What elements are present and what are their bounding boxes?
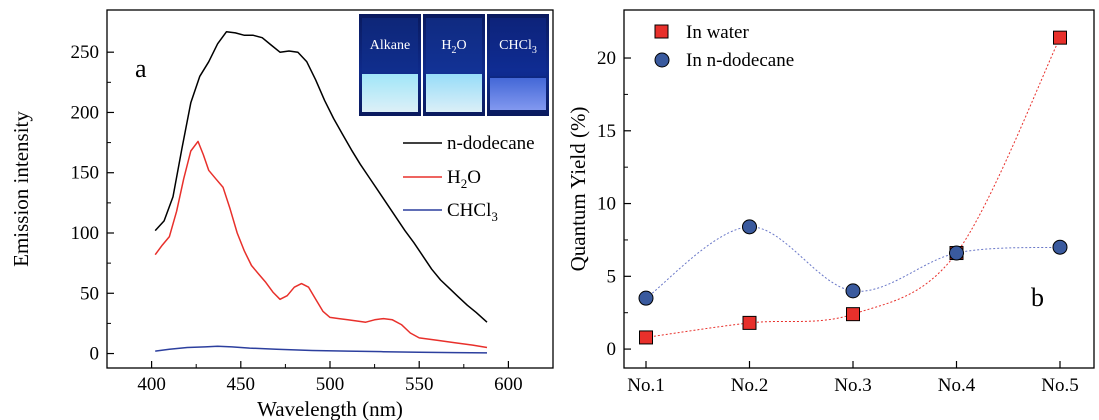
point-in-water xyxy=(639,330,653,345)
x-tick-label: No.3 xyxy=(834,375,871,396)
vial-photo-inset: Alkane H2O CHCl3 xyxy=(359,14,549,116)
point-in-water xyxy=(742,315,757,330)
panel-a-emission-chart: 400 450 500 550 600 0 50 100 150 200 250 a Wavelen… xyxy=(9,9,554,420)
panel-b-legend: In water In n-dodecane xyxy=(654,22,794,71)
y-tick-label: 100 xyxy=(71,223,100,244)
x-tick-label: 500 xyxy=(316,374,345,395)
vial-label-h2o: H2O xyxy=(441,38,466,56)
vial-h2o: H2O xyxy=(423,14,485,116)
panel-a-x-axis-title: Wavelength (nm) xyxy=(257,397,403,420)
series-line-n-dodecane xyxy=(154,30,488,323)
panel-a-series xyxy=(154,30,488,354)
x-tick-label: 550 xyxy=(405,374,434,395)
panel-a-letter: a xyxy=(135,54,147,83)
point-in-water xyxy=(1053,30,1067,45)
y-tick-label: 0 xyxy=(90,344,100,365)
vial-alkane: Alkane xyxy=(359,14,421,116)
trend-curve-in-n-dodecane xyxy=(645,226,1061,299)
point-in-water xyxy=(846,307,860,322)
panel-b-letter: b xyxy=(1031,283,1044,312)
panel-b-y-axis-title: Quantum Yield (%) xyxy=(566,107,590,272)
y-tick-label: 20 xyxy=(597,48,616,69)
x-tick-label: 600 xyxy=(494,374,523,395)
point-in-n-dodecane xyxy=(1052,239,1068,255)
point-in-n-dodecane xyxy=(638,290,654,306)
legend-label-water: In water xyxy=(686,22,749,43)
x-tick-label: No.1 xyxy=(627,375,664,396)
panel-a-ticks: 400 450 500 550 600 0 50 100 150 200 250 xyxy=(71,42,523,395)
x-tick-label: 450 xyxy=(227,374,256,395)
panel-a-y-axis-title: Emission intensity xyxy=(9,111,33,267)
x-tick-label: No.2 xyxy=(731,375,768,396)
y-tick-label: 200 xyxy=(71,102,100,123)
point-in-n-dodecane xyxy=(949,245,964,261)
y-tick-label: 15 xyxy=(597,121,616,142)
y-tick-label: 0 xyxy=(607,339,617,360)
series-line-chcl3 xyxy=(155,345,488,354)
vial-label-chcl3: CHCl3 xyxy=(499,38,537,56)
point-in-n-dodecane xyxy=(845,283,861,299)
legend-label-chcl3: CHCl3 xyxy=(447,200,498,224)
point-in-n-dodecane xyxy=(742,219,757,235)
panel-b-quantum-yield-chart: No.1 No.2 No.3 No.4 No.5 0 5 10 15 20 b Quantum Y… xyxy=(566,9,1095,396)
x-tick-label: 400 xyxy=(137,374,166,395)
y-tick-label: 250 xyxy=(71,42,100,63)
legend-label-dodecane-b: In n-dodecane xyxy=(686,50,794,71)
y-tick-label: 10 xyxy=(597,194,616,215)
x-tick-label: No.4 xyxy=(938,375,976,396)
vial-chcl3: CHCl3 xyxy=(487,14,549,116)
panel-b-frame xyxy=(623,9,1095,369)
y-tick-label: 50 xyxy=(80,283,99,304)
panel-b-series xyxy=(638,30,1068,345)
y-tick-label: 150 xyxy=(71,163,100,184)
legend-label-h2o: H2O xyxy=(447,167,481,191)
panel-b-ticks: No.1 No.2 No.3 No.4 No.5 0 5 10 15 20 xyxy=(597,48,1079,396)
vial-label-alkane: Alkane xyxy=(370,38,410,53)
trend-curve-in-water xyxy=(645,37,1061,338)
legend-marker-dodecane xyxy=(654,52,670,68)
x-tick-label: No.5 xyxy=(1041,375,1078,396)
panel-a-legend: n-dodecane H2O CHCl3 xyxy=(403,133,535,224)
series-line-h2o xyxy=(154,140,488,349)
legend-marker-water xyxy=(654,24,669,39)
y-tick-label: 5 xyxy=(607,266,617,287)
legend-label-dodecane: n-dodecane xyxy=(447,133,535,154)
